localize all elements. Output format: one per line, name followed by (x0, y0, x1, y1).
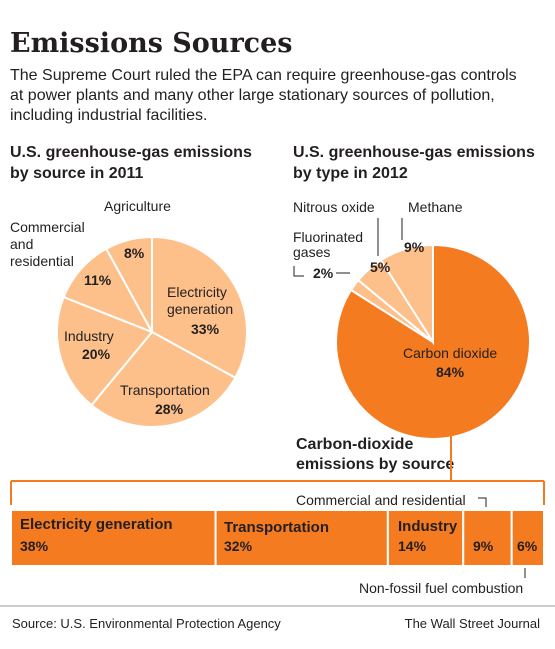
page-title: Emissions Sources (10, 28, 293, 59)
pie2-slice-carbon-dioxide (335, 243, 531, 440)
pie1-slice-transportation (90, 330, 237, 428)
pie1-pct-industry: 20% (82, 346, 111, 362)
pie1-label-commercial-3: residential (10, 253, 74, 269)
bar-pct-nonfossil: 6% (517, 538, 538, 554)
leader-commercial (478, 497, 487, 507)
pie-by-source (56, 235, 248, 428)
bar-label-electricity: Electricity generation (20, 516, 173, 533)
co2-stacked-bar (10, 509, 545, 567)
pie1-label-commercial-2: and (10, 236, 33, 252)
pie1-slice-industry (56, 295, 154, 407)
source-note: Source: U.S. Environmental Protection Ag… (12, 616, 281, 631)
pie2-pct-fluorinated: 2% (313, 265, 334, 281)
bar-segment-commercial-and-residential (462, 509, 513, 567)
pie1-label-transportation: Transportation (120, 382, 210, 398)
pie1-pct-electricity: 33% (191, 321, 220, 337)
leader-fluorinated (293, 266, 304, 277)
bar-segment-industry (386, 509, 465, 567)
bar-title-line-1: Carbon-dioxide (296, 436, 413, 453)
pie1-title-line-2: by source in 2011 (10, 165, 144, 182)
pie2-pct-carbon: 84% (436, 364, 465, 380)
pie1-label-commercial-1: Commercial (10, 219, 85, 235)
pie1-pct-transportation: 28% (155, 401, 184, 417)
bar-segment-non-fossil-fuel-combustion (510, 509, 545, 567)
pie-by-type (335, 243, 531, 440)
pie2-pct-nitrous: 5% (370, 259, 391, 275)
pie1-label-electricity-2: generation (167, 301, 233, 317)
pie1-pct-commercial: 11% (84, 272, 112, 288)
pie1-slice-electricity-generation (151, 235, 248, 380)
pie1-label-agriculture: Agriculture (104, 198, 171, 214)
pie2-title-line-2: by type in 2012 (293, 165, 408, 182)
bar-pct-industry: 14% (398, 538, 427, 554)
pie2-slice-methane (379, 243, 434, 346)
lede-line-3: including industrial facilities. (10, 107, 207, 124)
bar-label-transportation: Transportation (224, 519, 329, 536)
lede-line-2: at power plants and many other large sta… (10, 87, 495, 104)
pie2-label-carbon: Carbon dioxide (403, 345, 497, 361)
pie2-label-methane: Methane (408, 199, 463, 215)
pie1-title-line-1: U.S. greenhouse-gas emissions (10, 144, 252, 161)
bar-callout-commercial: Commercial and residential (296, 492, 466, 508)
bar-bracket (10, 425, 545, 505)
pie1-pct-agriculture: 8% (124, 245, 145, 261)
lede-line-1: The Supreme Court ruled the EPA can requ… (10, 67, 517, 84)
pie1-slice-agriculture (104, 235, 153, 333)
pie1-label-industry: Industry (64, 328, 114, 344)
pie2-title-line-1: U.S. greenhouse-gas emissions (293, 144, 535, 161)
pie1-label-electricity-1: Electricity (167, 284, 227, 300)
credit: The Wall Street Journal (405, 616, 540, 631)
pie1-slice-commercial-and-residential (62, 247, 155, 334)
pie2-label-nitrous: Nitrous oxide (293, 199, 375, 215)
bar-label-industry: Industry (398, 518, 458, 535)
bar-pct-commercial: 9% (473, 538, 494, 554)
bar-segment-transportation (214, 509, 389, 567)
pie2-label-fluorinated-1: Fluorinated (293, 229, 363, 245)
pie2-label-fluorinated-2: gases (293, 244, 330, 260)
bar-callout-nonfossil: Non-fossil fuel combustion (359, 580, 523, 596)
bar-pct-transportation: 32% (224, 538, 253, 554)
bar-title-line-2: emissions by source (296, 456, 454, 473)
bar-pct-electricity: 38% (20, 538, 49, 554)
bar-segment-electricity-generation (10, 509, 217, 567)
pie2-pct-methane: 9% (404, 239, 425, 255)
